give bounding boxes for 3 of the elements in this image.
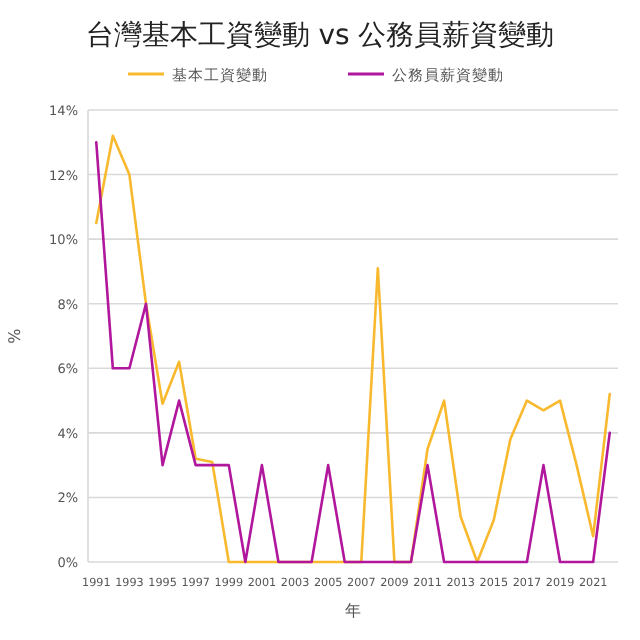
chart-title: 台灣基本工資變動 vs 公務員薪資變動	[85, 20, 555, 52]
x-axis-title: 年	[345, 602, 361, 620]
y-axis-title: %	[6, 327, 24, 344]
